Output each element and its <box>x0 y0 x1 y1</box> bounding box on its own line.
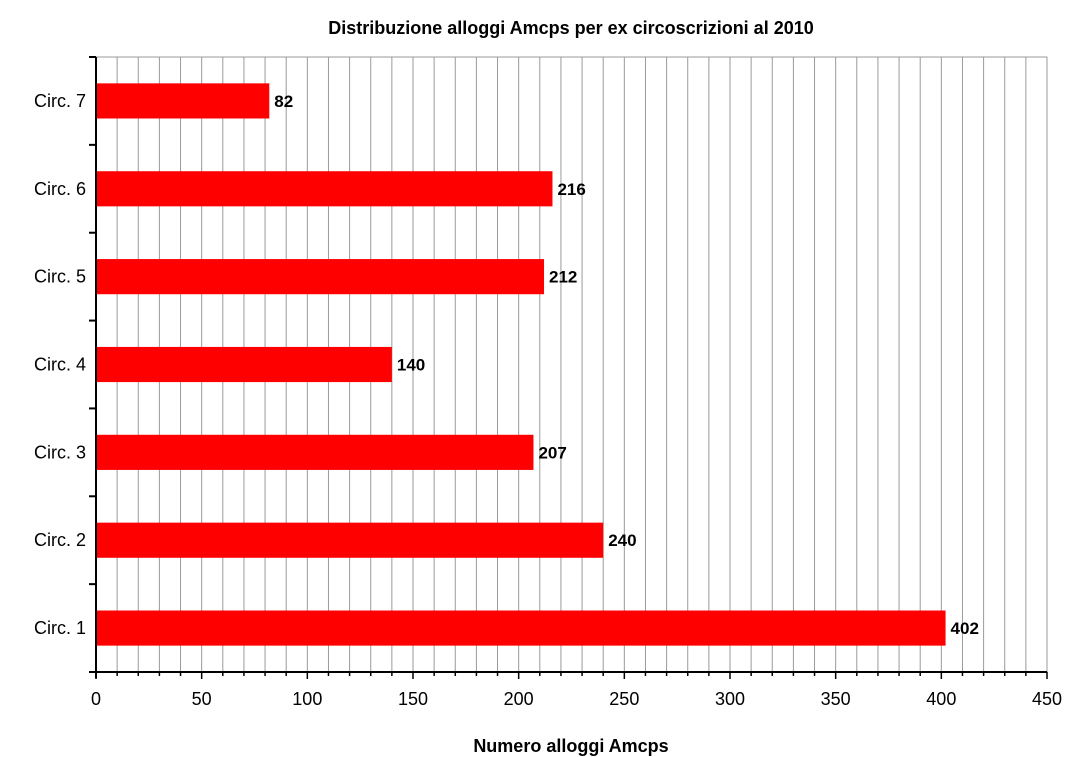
x-tick-label: 150 <box>398 689 428 709</box>
x-tick-label: 250 <box>609 689 639 709</box>
bar <box>96 83 270 119</box>
x-tick-label: 50 <box>192 689 212 709</box>
data-label: 212 <box>549 268 577 287</box>
bar <box>96 610 946 646</box>
bars: 402 240 207 140 212 216 82 <box>96 83 979 646</box>
bar <box>96 346 392 383</box>
tick-labels: 0 50 100 150 200 250 300 350 400 450 Circ. 1 Circ. … <box>34 91 1062 709</box>
data-label: 207 <box>538 443 566 462</box>
y-tick-label: Circ. 2 <box>34 530 86 550</box>
bar <box>96 434 534 470</box>
y-tick-label: Circ. 6 <box>34 179 86 199</box>
x-tick-label: 300 <box>715 689 745 709</box>
data-label: 402 <box>951 619 979 638</box>
x-tick-label: 400 <box>926 689 956 709</box>
x-axis-title: Numero alloggi Amcps <box>473 736 668 756</box>
y-tick-label: Circ. 4 <box>34 355 86 375</box>
y-tick-label: Circ. 7 <box>34 91 86 111</box>
y-tick-label: Circ. 1 <box>34 618 86 638</box>
x-tick-label: 200 <box>504 689 534 709</box>
data-label: 216 <box>557 180 585 199</box>
bar <box>96 171 553 207</box>
data-label: 240 <box>608 531 636 550</box>
chart-title: Distribuzione alloggi Amcps per ex circo… <box>328 18 814 38</box>
x-tick-label: 450 <box>1032 689 1062 709</box>
data-label: 82 <box>274 92 293 111</box>
bar <box>96 259 545 295</box>
y-tick-label: Circ. 5 <box>34 267 86 287</box>
x-tick-label: 350 <box>821 689 851 709</box>
axes <box>89 56 1048 679</box>
data-label: 140 <box>397 356 425 375</box>
bar <box>96 522 604 558</box>
x-tick-label: 0 <box>91 689 101 709</box>
y-tick-label: Circ. 3 <box>34 442 86 462</box>
x-tick-label: 100 <box>292 689 322 709</box>
